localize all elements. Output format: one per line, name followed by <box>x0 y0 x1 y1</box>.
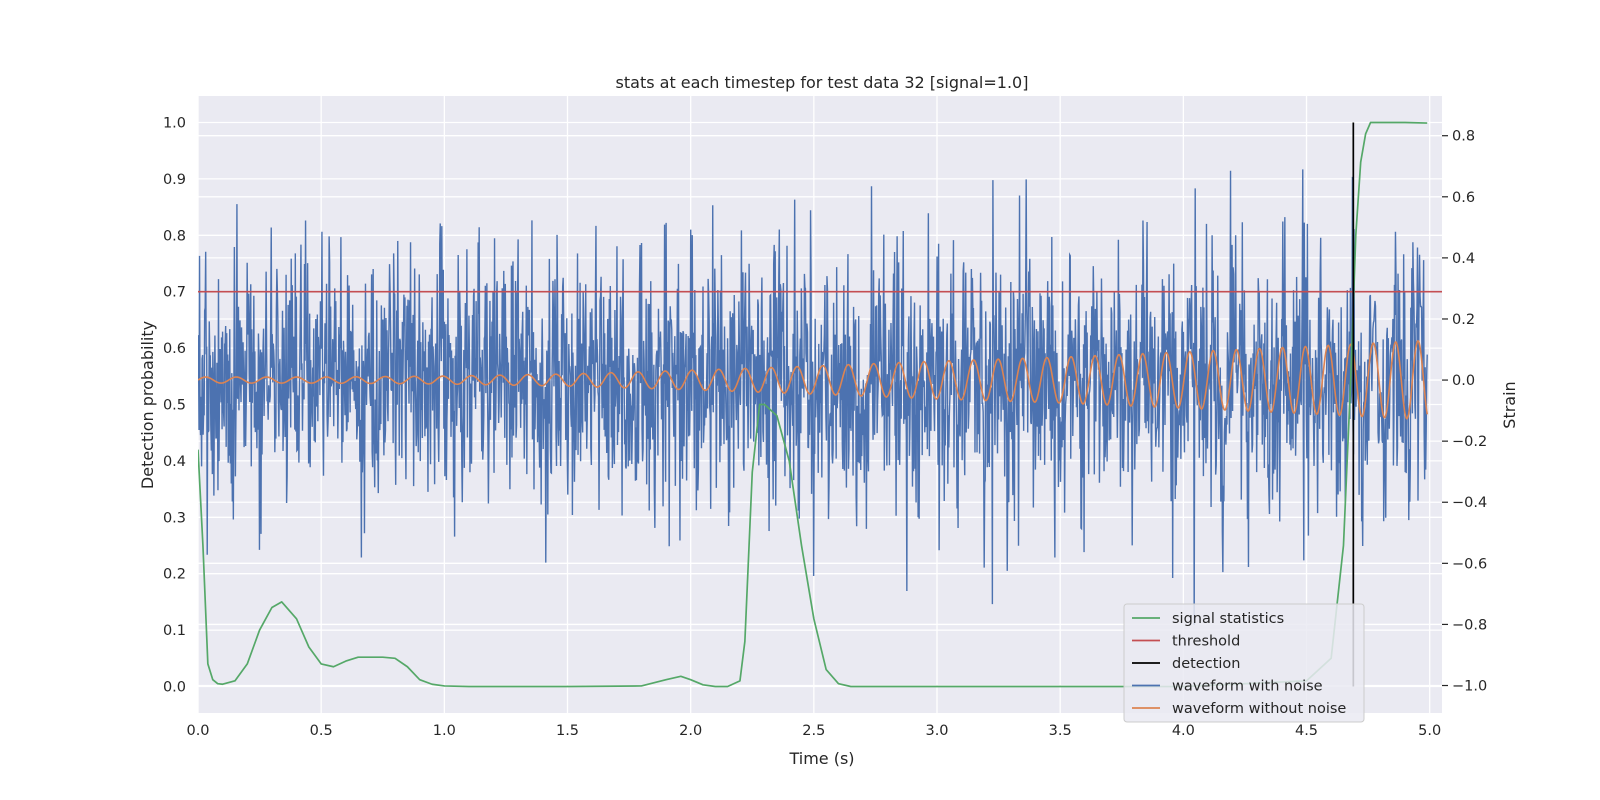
y2-tick-label: 0.4 <box>1452 251 1475 267</box>
y2-tick-label: −0.2 <box>1452 434 1487 450</box>
y-tick-label: 0.8 <box>163 228 186 244</box>
x-axis-label: Time (s) <box>788 749 854 768</box>
y-tick-label: 1.0 <box>163 116 186 132</box>
waveform-without-noise-line <box>198 339 1429 420</box>
y2-tick-label: 0.2 <box>1452 312 1475 328</box>
x-axis-ticks: 0.0 0.5 1.0 1.5 2.0 2.5 3.0 3.5 4.0 4.5 5.0 <box>186 723 1441 739</box>
legend-label: threshold <box>1172 634 1240 650</box>
waveform-with-noise-line <box>198 169 1428 625</box>
y-tick-label: 0.3 <box>163 510 186 526</box>
y-axis-ticks: 0.0 0.1 0.2 0.3 0.4 0.5 0.6 0.7 0.8 0.9 1.0 <box>163 116 186 696</box>
y-tick-label: 0.0 <box>163 679 186 695</box>
y2-tick-label: 0.8 <box>1452 129 1475 145</box>
y2-axis-ticks: −1.0 −0.8 −0.6 −0.4 −0.2 0.0 0.2 0.4 0.6 0.8 <box>1442 129 1487 695</box>
y2-axis-label: Strain <box>1500 381 1519 428</box>
x-tick-label: 2.5 <box>802 723 825 739</box>
x-tick-label: 2.0 <box>679 723 702 739</box>
x-tick-label: 4.5 <box>1295 723 1318 739</box>
x-tick-label: 3.0 <box>925 723 948 739</box>
x-tick-label: 5.0 <box>1418 723 1441 739</box>
chart-title: stats at each timestep for test data 32 … <box>616 73 1029 92</box>
y2-tick-label: −0.4 <box>1452 495 1487 511</box>
y2-tick-label: −1.0 <box>1452 679 1487 695</box>
x-tick-label: 1.5 <box>556 723 579 739</box>
y2-tick-label: 0.0 <box>1452 373 1475 389</box>
y-tick-label: 0.2 <box>163 567 186 583</box>
legend-box <box>1123 603 1365 723</box>
x-tick-label: 0.5 <box>310 723 333 739</box>
legend-label: waveform without noise <box>1172 701 1346 717</box>
y-tick-label: 0.5 <box>163 398 186 414</box>
legend-label: waveform with noise <box>1172 679 1323 695</box>
y-tick-label: 0.9 <box>163 172 186 188</box>
x-tick-label: 3.5 <box>1049 723 1072 739</box>
y-axis-label: Detection probability <box>138 321 157 489</box>
y2-tick-label: −0.8 <box>1452 617 1487 633</box>
legend: signal statistics threshold detection wavef… <box>1123 603 1365 723</box>
x-tick-label: 1.0 <box>433 723 456 739</box>
y-tick-label: 0.4 <box>163 454 186 470</box>
legend-label: signal statistics <box>1172 611 1284 627</box>
y2-tick-label: 0.6 <box>1452 190 1475 206</box>
y-tick-label: 0.7 <box>163 285 186 301</box>
legend-label: detection <box>1172 656 1240 672</box>
y-tick-label: 0.6 <box>163 341 186 357</box>
y2-tick-label: −0.6 <box>1452 556 1487 572</box>
y-tick-label: 0.1 <box>163 623 186 639</box>
x-tick-label: 4.0 <box>1172 723 1195 739</box>
x-tick-label: 0.0 <box>186 723 209 739</box>
